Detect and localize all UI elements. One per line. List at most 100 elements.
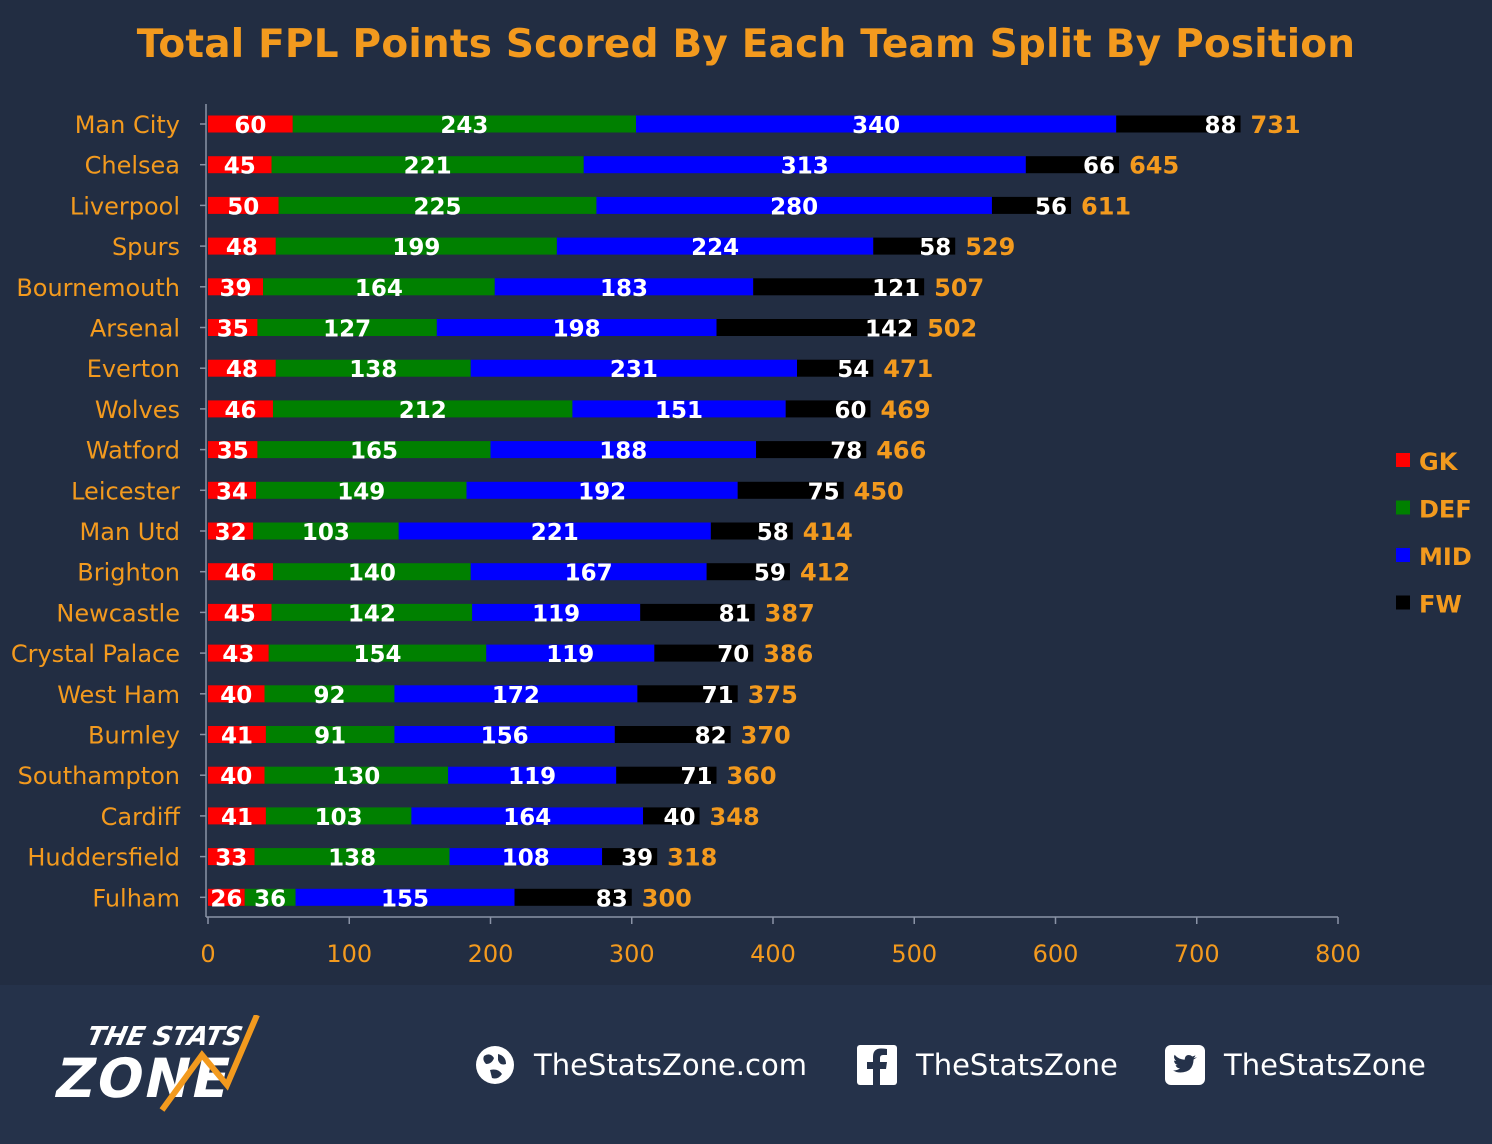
- bar-segment-gk: [208, 319, 258, 336]
- website-link[interactable]: TheStatsZone.com: [474, 1040, 807, 1090]
- y-category-label: Liverpool: [70, 192, 180, 220]
- bar-segment-label: 35: [217, 317, 249, 343]
- bar-segment-label: 36: [254, 886, 286, 912]
- bar-segment-label: 188: [599, 439, 647, 465]
- y-category-label: Man City: [75, 111, 180, 139]
- y-category-label: Wolves: [95, 396, 180, 424]
- bar-total-label: 502: [927, 315, 977, 343]
- bar-segment-label: 48: [226, 357, 258, 383]
- bar-segment-fw: [797, 359, 874, 377]
- bar-total-label: 370: [741, 722, 791, 750]
- bar-total-label: 414: [803, 518, 853, 546]
- facebook-text: TheStatsZone: [916, 1048, 1118, 1082]
- bar-total-label: 386: [763, 640, 813, 668]
- bar-segment-def: [271, 603, 473, 621]
- bar-segment-gk: [208, 603, 272, 621]
- twitter-text: TheStatsZone: [1224, 1048, 1426, 1082]
- bar-segment-mid: [486, 644, 655, 662]
- bar-segment-label: 149: [337, 479, 385, 505]
- bar-segment-mid: [394, 685, 638, 703]
- bar-segment-label: 92: [313, 683, 345, 709]
- bar-segment-gk: [208, 563, 273, 581]
- bar-segment-label: 127: [323, 317, 371, 343]
- bar-segment-mid: [449, 848, 603, 866]
- y-category-label: Spurs: [112, 233, 180, 261]
- bar-total-label: 507: [934, 274, 984, 302]
- bar-segment-gk: [208, 644, 269, 662]
- bar-total-label: 611: [1081, 192, 1131, 220]
- bar-total-label: 471: [883, 355, 933, 383]
- bar-segment-fw: [602, 848, 658, 866]
- chart-title: Total FPL Points Scored By Each Team Spl…: [136, 22, 1356, 67]
- bar-segment-def: [271, 156, 584, 174]
- bar-segment-def: [253, 522, 399, 540]
- bar-segment-def: [275, 237, 557, 255]
- bar-segment-label: 75: [808, 479, 840, 505]
- legend-swatch-gk: [1396, 453, 1410, 467]
- bar-segment-label: 280: [770, 194, 818, 220]
- bar-segment-label: 192: [578, 479, 626, 505]
- bar-segment-label: 43: [222, 642, 254, 668]
- bar-segment-fw: [614, 726, 731, 743]
- bar-segment-label: 83: [596, 886, 628, 912]
- bar-segment-label: 39: [220, 276, 252, 302]
- bar-segment-gk: [208, 359, 276, 377]
- bar-segment-label: 45: [224, 154, 256, 180]
- bar-segment-label: 59: [754, 561, 786, 587]
- bar-segment-mid: [572, 400, 786, 418]
- bar-total-label: 360: [727, 762, 777, 790]
- bar-segment-fw: [654, 644, 754, 662]
- bar-segment-label: 172: [492, 683, 540, 709]
- bar-segment-mid: [394, 726, 615, 743]
- bar-segment-fw: [991, 196, 1072, 214]
- bar-segment-def: [254, 848, 450, 866]
- bar-segment-gk: [208, 522, 254, 540]
- bar-total-label: 375: [748, 681, 798, 709]
- bar-total-label: 348: [710, 803, 760, 831]
- bar-segment-label: 88: [1205, 113, 1237, 139]
- bar-segment-mid: [295, 888, 515, 906]
- website-text: TheStatsZone.com: [534, 1048, 807, 1082]
- bar-segment-def: [257, 441, 491, 459]
- y-category-label: Arsenal: [90, 315, 180, 343]
- bar-segment-label: 60: [234, 113, 266, 139]
- bar-segment-label: 121: [872, 276, 920, 302]
- bar-segment-gk: [208, 156, 272, 174]
- bar-segment-fw: [514, 888, 632, 906]
- legend-label: GK: [1419, 448, 1459, 476]
- x-tick-label: 400: [750, 940, 796, 968]
- y-category-label: Cardiff: [101, 803, 181, 831]
- twitter-link[interactable]: TheStatsZone: [1164, 1040, 1426, 1090]
- bar-segment-label: 212: [399, 398, 447, 424]
- bar-segment-label: 81: [719, 601, 751, 627]
- bar-segment-label: 41: [221, 805, 253, 831]
- bar-segment-label: 119: [546, 642, 594, 668]
- bar-segment-fw: [753, 278, 925, 296]
- y-category-label: Burnley: [88, 722, 180, 750]
- bar-total-label: 466: [876, 437, 926, 465]
- bar-segment-mid: [411, 807, 644, 825]
- y-category-label: Crystal Palace: [11, 640, 180, 668]
- bar-segment-mid: [583, 156, 1026, 174]
- bar-segment-label: 142: [865, 317, 913, 343]
- globe-icon: [476, 1046, 514, 1084]
- bar-segment-label: 199: [392, 235, 440, 261]
- bar-segment-gk: [208, 115, 293, 133]
- bar-segment-fw: [643, 807, 700, 825]
- bar-segment-fw: [637, 685, 738, 703]
- bar-segment-fw: [616, 766, 717, 784]
- facebook-link[interactable]: TheStatsZone: [856, 1040, 1118, 1090]
- bar-segment-gk: [208, 278, 264, 296]
- y-category-label: Southampton: [18, 762, 180, 790]
- bar-segment-gk: [208, 848, 255, 866]
- bar-segment-label: 91: [314, 724, 346, 750]
- bar-total-label: 469: [880, 396, 930, 424]
- bar-segment-label: 154: [353, 642, 401, 668]
- x-tick-label: 200: [468, 940, 514, 968]
- y-category-label: Watford: [86, 437, 180, 465]
- stacked-bar-chart: 0 100 200 300 400 500 600 700 800 Man City 60 243 34…: [11, 104, 1472, 968]
- y-category-label: Fulham: [92, 884, 180, 912]
- bar-segment-label: 58: [757, 520, 789, 546]
- bar-segment-label: 40: [220, 764, 252, 790]
- bar-segment-label: 45: [224, 601, 256, 627]
